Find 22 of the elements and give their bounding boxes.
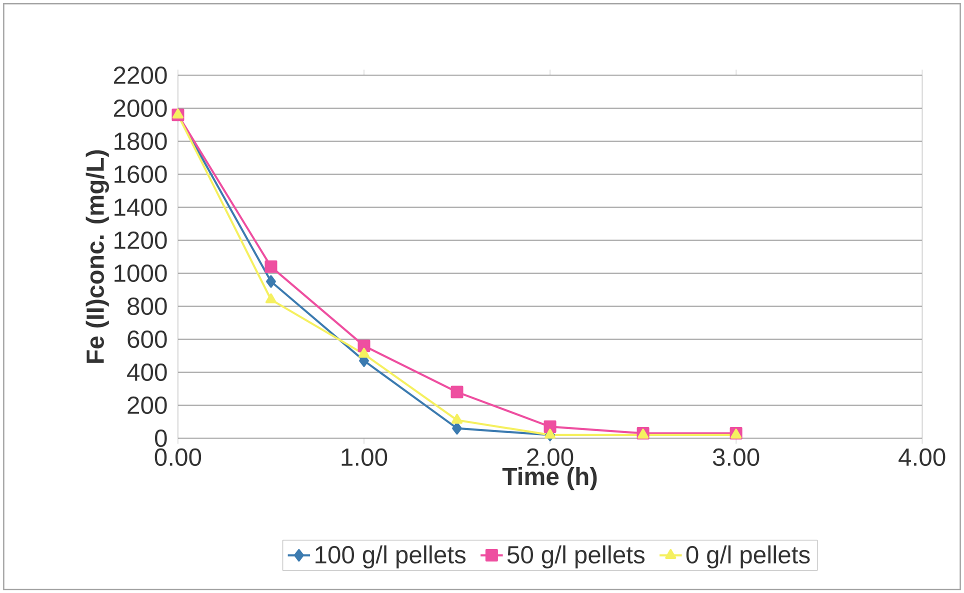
legend-label: 0 g/l pellets <box>686 545 810 568</box>
y-tick-label: 2200 <box>114 66 167 84</box>
y-tick-label: 1600 <box>114 165 167 183</box>
y-tick-label: 1000 <box>114 264 167 282</box>
legend-label: 50 g/l pellets <box>507 545 645 568</box>
y-tick-label: 0 <box>154 429 167 447</box>
y-tick-label: 800 <box>128 297 167 315</box>
x-tick-label: 3.00 <box>712 448 760 466</box>
y-axis-title: Fe (II)conc. (mg/L) <box>86 150 109 363</box>
x-tick-label: 2.00 <box>527 448 574 466</box>
x-tick-label: 4.00 <box>898 448 946 466</box>
y-tick-label: 600 <box>128 330 167 348</box>
legend-label: 100 g/l pellets <box>316 545 466 568</box>
x-tick-label: 1.00 <box>342 448 388 466</box>
y-tick-label: 1200 <box>114 231 167 249</box>
x-tick-label: 0.00 <box>154 448 202 466</box>
y-tick-label: 200 <box>128 396 167 414</box>
y-tick-label: 400 <box>127 363 167 381</box>
x-axis-title: Time (h) <box>502 466 597 490</box>
y-tick-label: 1400 <box>114 198 167 216</box>
y-tick-label: 1800 <box>114 132 167 150</box>
y-tick-label: 2000 <box>114 99 167 117</box>
